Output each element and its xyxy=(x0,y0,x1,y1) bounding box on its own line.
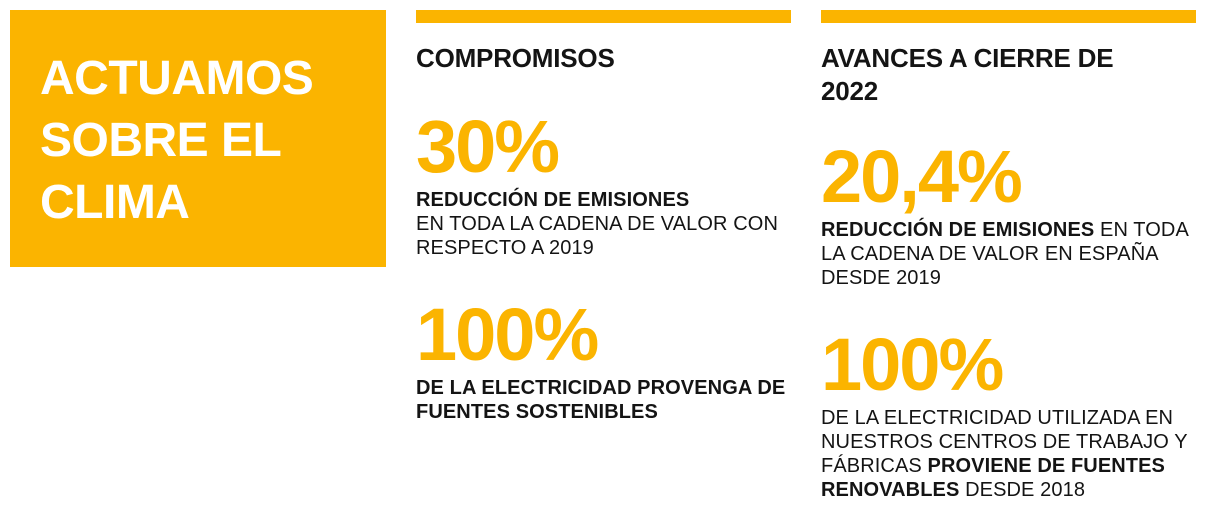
commitment-emissions-bold: REDUCCIÓN DE EMISIONES xyxy=(416,189,690,211)
progress-emissions-description: REDUCCIÓN DE EMISIONES EN TODA LA CADENA… xyxy=(821,218,1196,290)
commitments-column: COMPROMISOS 30% REDUCCIÓN DE EMISIONES EN… xyxy=(416,10,791,423)
progress-heading: AVANCES A CIERRE DE 2022 xyxy=(821,43,1114,106)
commitment-electricity: 100% DE LA ELECTRICIDAD PROVENGA DE FUEN… xyxy=(416,298,796,424)
progress-emissions-bold: REDUCCIÓN DE EMISIONES xyxy=(821,219,1095,241)
commitment-electricity-value: 100% xyxy=(416,293,599,376)
commitments-heading: COMPROMISOS xyxy=(416,43,615,73)
progress-column: AVANCES A CIERRE DE 2022 20,4% REDUCCIÓN… xyxy=(821,10,1196,501)
progress-electricity-lead: DE LA ELECTRICIDAD UTILIZADA EN NUESTROS… xyxy=(821,407,1188,477)
hero-title-line-1: ACTUAMOS xyxy=(40,52,314,105)
commitment-emissions: 30% REDUCCIÓN DE EMISIONES EN TODA LA CAD… xyxy=(416,110,796,260)
commitment-electricity-description: DE LA ELECTRICIDAD PROVENGA DE FUENTES S… xyxy=(416,376,796,424)
progress-emissions: 20,4% REDUCCIÓN DE EMISIONES EN TODA LA … xyxy=(821,140,1201,290)
hero-panel: ACTUAMOS SOBRE EL CLIMA xyxy=(10,10,386,267)
progress-accent-bar xyxy=(821,10,1196,23)
hero-title: ACTUAMOS SOBRE EL CLIMA xyxy=(40,48,386,234)
commitment-emissions-rest: EN TODA LA CADENA DE VALOR CON RESPECTO … xyxy=(416,213,779,259)
commitment-electricity-bold: DE LA ELECTRICIDAD PROVENGA DE FUENTES S… xyxy=(416,377,786,423)
progress-electricity-value: 100% xyxy=(821,323,1004,406)
progress-electricity-rest: DESDE 2018 xyxy=(965,479,1086,501)
commitment-emissions-description: REDUCCIÓN DE EMISIONES EN TODA LA CADENA … xyxy=(416,188,786,260)
progress-emissions-value: 20,4% xyxy=(821,135,1023,218)
hero-title-line-2: SOBRE EL xyxy=(40,114,282,167)
progress-electricity: 100% DE LA ELECTRICIDAD UTILIZADA EN NUE… xyxy=(821,328,1201,502)
commitment-emissions-value: 30% xyxy=(416,105,560,188)
progress-electricity-bold: PROVIENE DE FUENTES RENOVABLES xyxy=(821,455,1165,501)
commitments-accent-bar xyxy=(416,10,791,23)
progress-emissions-rest: EN TODA LA CADENA DE VALOR EN ESPAÑA DES… xyxy=(821,219,1188,289)
hero-title-line-3: CLIMA xyxy=(40,176,190,229)
progress-electricity-description: DE LA ELECTRICIDAD UTILIZADA EN NUESTROS… xyxy=(821,406,1196,502)
